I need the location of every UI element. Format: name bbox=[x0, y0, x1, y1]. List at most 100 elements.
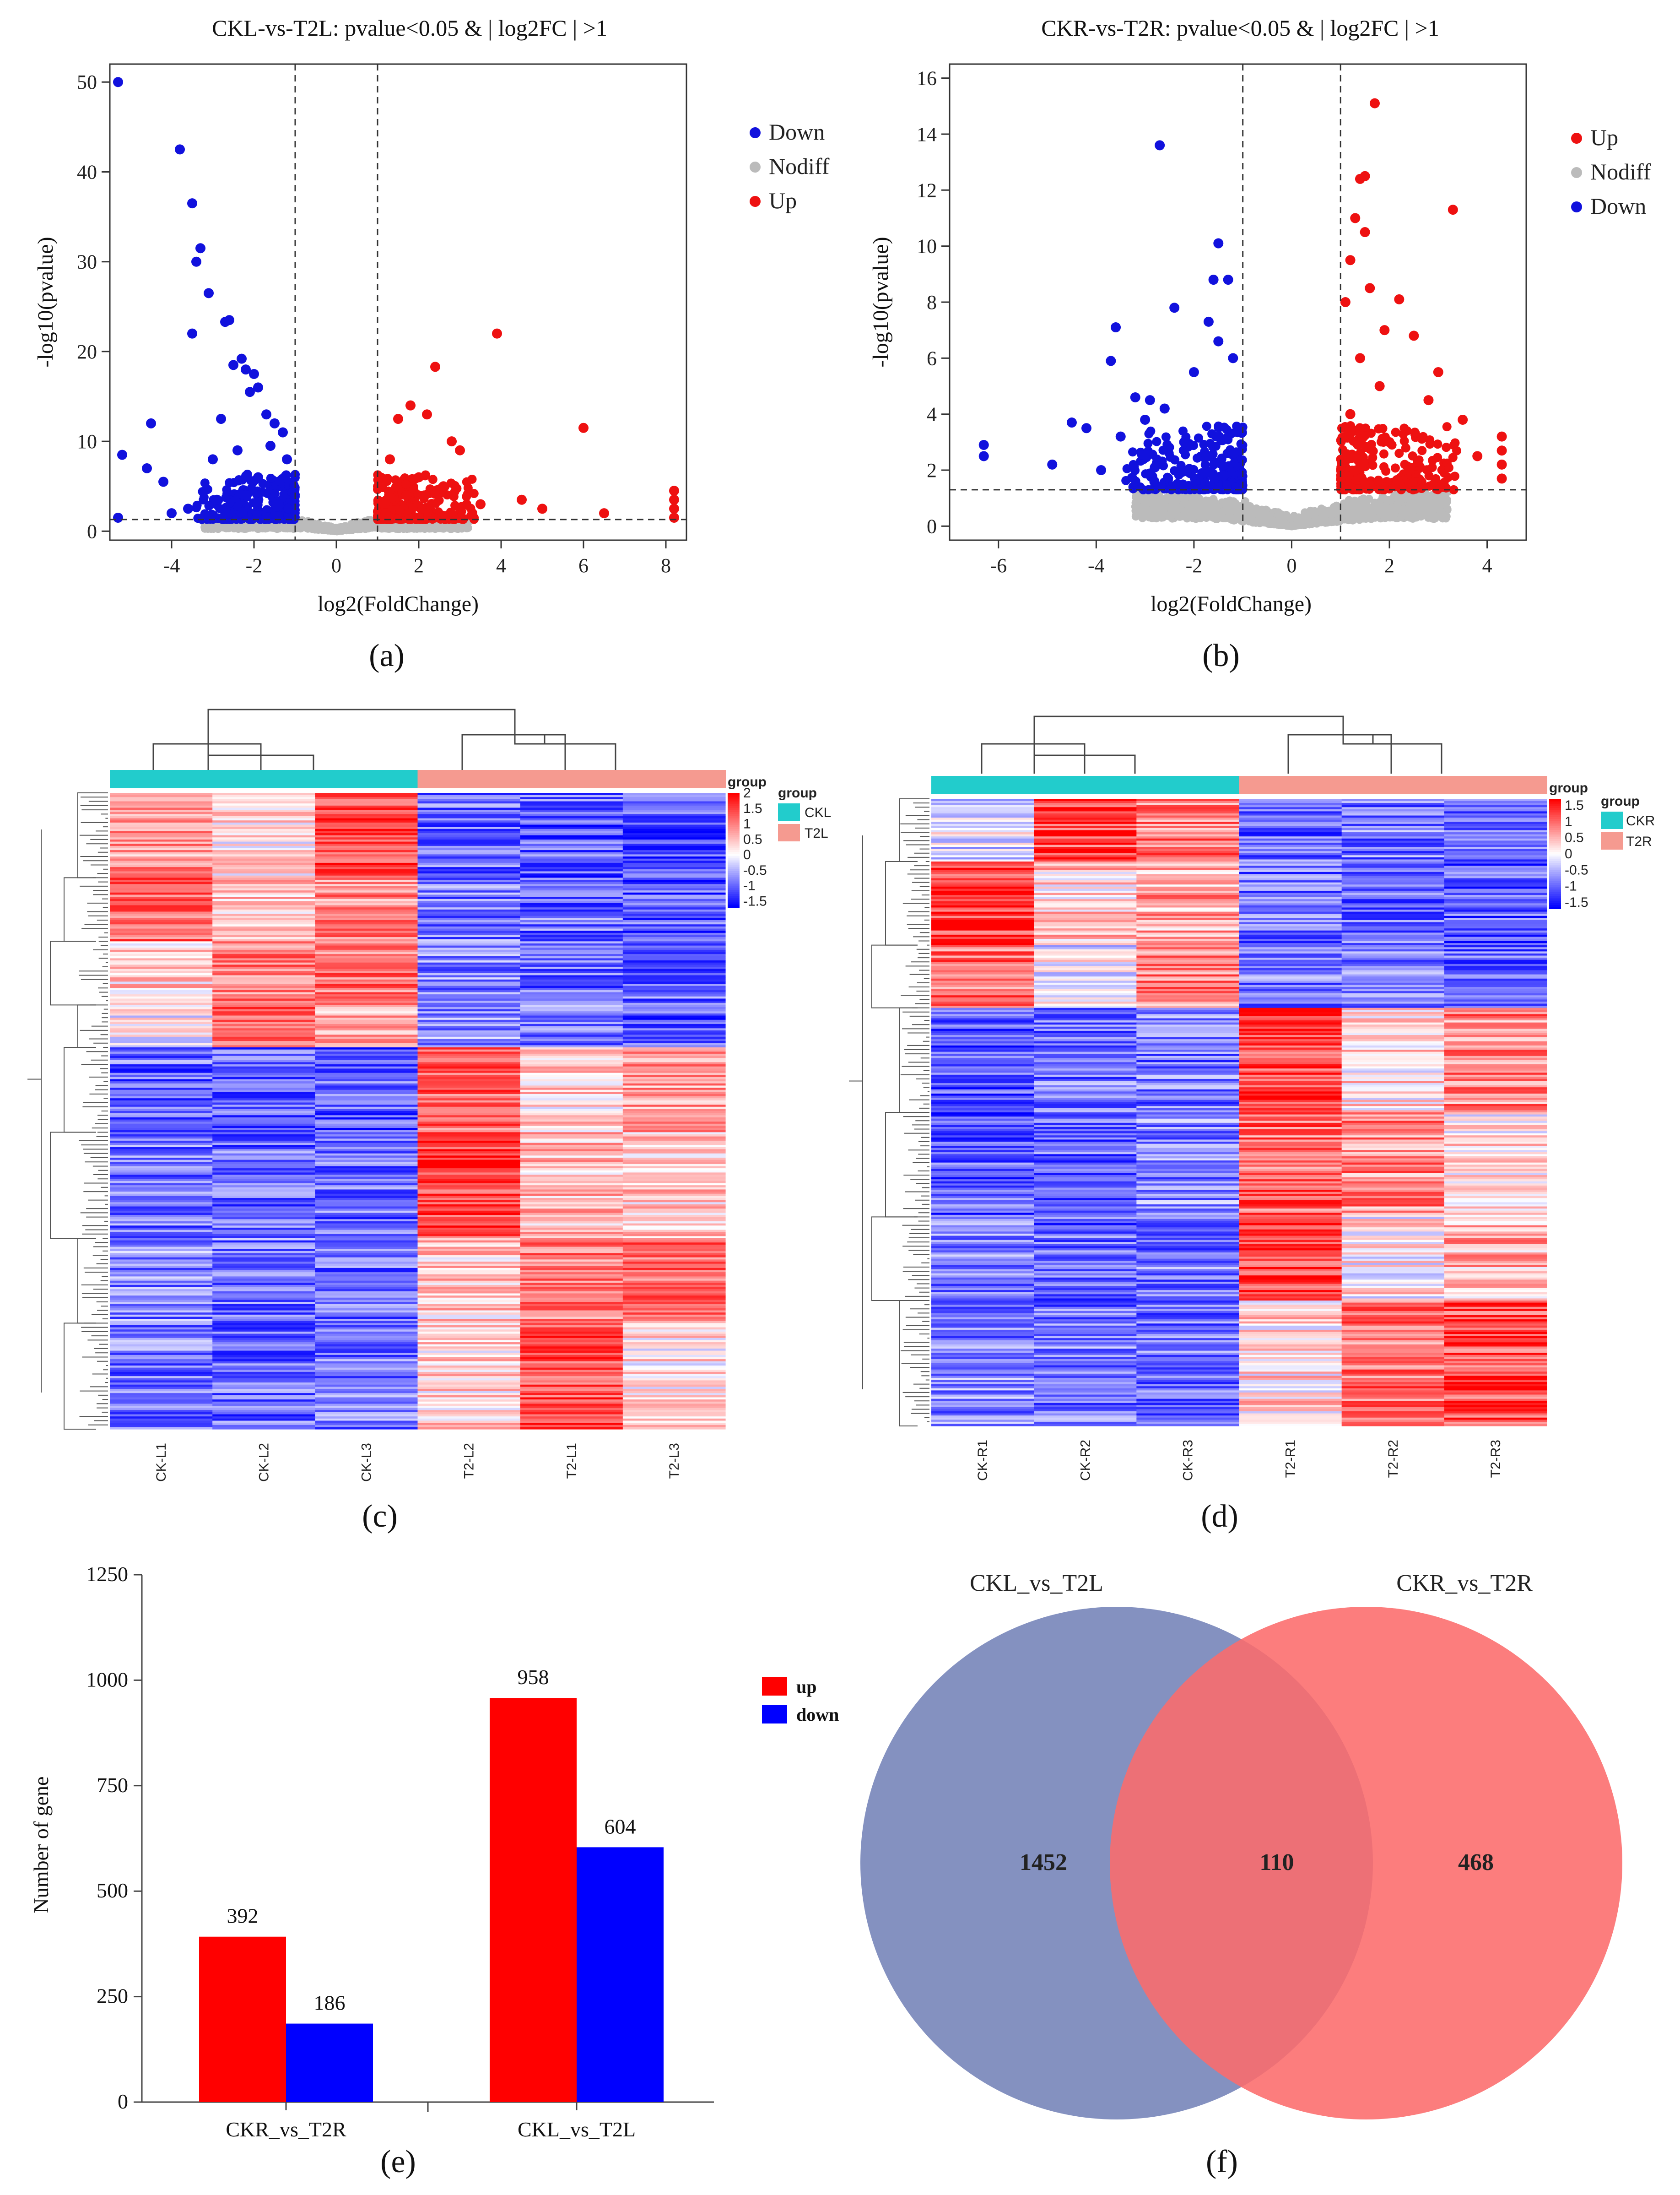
heat-cell bbox=[417, 1105, 521, 1107]
heat-cell bbox=[212, 805, 315, 808]
heat-cell bbox=[110, 931, 213, 933]
heat-cell bbox=[622, 1109, 726, 1111]
heat-cell bbox=[315, 797, 418, 800]
down-point bbox=[1237, 428, 1247, 438]
heat-cell bbox=[110, 926, 213, 929]
heat-cell bbox=[212, 975, 315, 978]
down-point bbox=[225, 498, 235, 508]
heat-cell bbox=[417, 1079, 521, 1082]
heat-cell bbox=[520, 831, 623, 834]
down-point bbox=[1202, 422, 1211, 431]
heat-cell bbox=[110, 977, 213, 980]
x-tick-label: -4 bbox=[1088, 554, 1105, 577]
up-point bbox=[1409, 477, 1418, 487]
up-point bbox=[1404, 465, 1414, 476]
x-tick-label: 2 bbox=[1384, 554, 1394, 577]
down-point bbox=[245, 387, 255, 397]
heat-cell bbox=[520, 1085, 623, 1088]
down-point bbox=[270, 489, 280, 499]
nodiff-point bbox=[1162, 495, 1171, 504]
heat-cell bbox=[520, 1102, 623, 1105]
heat-cell bbox=[622, 1073, 726, 1075]
heat-cell bbox=[520, 941, 623, 944]
heat-cell bbox=[417, 1075, 521, 1078]
heat-cell bbox=[520, 924, 623, 927]
legend-a: Down Nodiff Up bbox=[750, 119, 830, 213]
heat-cell bbox=[520, 854, 623, 857]
down-point bbox=[1170, 466, 1179, 476]
heat-cell bbox=[212, 1081, 315, 1084]
heat-cell bbox=[417, 1043, 521, 1046]
heat-cell bbox=[212, 844, 315, 846]
heat-cell bbox=[417, 931, 521, 933]
down-point bbox=[1222, 433, 1232, 443]
y-tick-label: 16 bbox=[917, 67, 937, 90]
heat-cell bbox=[417, 996, 521, 999]
down-point bbox=[1194, 433, 1203, 443]
down-point bbox=[232, 445, 243, 455]
heat-cell bbox=[622, 848, 726, 851]
heat-cell bbox=[622, 858, 726, 861]
heat-cell bbox=[315, 848, 418, 851]
heat-cell bbox=[212, 818, 315, 821]
heat-cell bbox=[417, 937, 521, 940]
heat-cell bbox=[622, 856, 726, 859]
down-point bbox=[1146, 426, 1156, 436]
heat-cell bbox=[315, 1039, 418, 1041]
heat-cell bbox=[520, 949, 623, 953]
heat-cell bbox=[110, 894, 213, 897]
heat-cell bbox=[110, 1032, 213, 1035]
heat-cell bbox=[520, 952, 623, 954]
heat-cell bbox=[212, 861, 315, 863]
heat-cell bbox=[622, 1039, 726, 1041]
heat-cell bbox=[212, 945, 315, 948]
heat-cell bbox=[315, 926, 418, 929]
heat-cell bbox=[417, 975, 521, 978]
heat-cell bbox=[110, 827, 213, 829]
heat-cell bbox=[315, 897, 418, 900]
up-point bbox=[456, 504, 465, 513]
heat-cell bbox=[622, 1077, 726, 1080]
heat-cell bbox=[622, 879, 726, 883]
heat-cell bbox=[622, 926, 726, 929]
heat-cell bbox=[622, 844, 726, 846]
up-point bbox=[1472, 451, 1483, 461]
heat-cell bbox=[622, 829, 726, 831]
up-point bbox=[1427, 463, 1437, 472]
heat-cell bbox=[212, 956, 315, 959]
heat-cell bbox=[315, 1058, 418, 1061]
heat-cell bbox=[622, 1011, 726, 1014]
heat-cell bbox=[622, 1075, 726, 1078]
heat-cell bbox=[417, 810, 521, 813]
heat-cell bbox=[520, 1119, 623, 1122]
heat-cell bbox=[315, 1043, 418, 1046]
heat-cell bbox=[622, 1115, 726, 1118]
heat-cell bbox=[417, 992, 521, 995]
heat-cell bbox=[417, 1024, 521, 1027]
heat-cell bbox=[520, 865, 623, 867]
heat-cell bbox=[520, 1109, 623, 1111]
heat-cell bbox=[110, 916, 213, 918]
heat-cell bbox=[315, 1035, 418, 1037]
heat-cell bbox=[622, 892, 726, 895]
heat-cell bbox=[315, 948, 418, 950]
heat-cell bbox=[520, 971, 623, 974]
heat-cell bbox=[520, 960, 623, 963]
heat-cell bbox=[520, 822, 623, 825]
heat-cell bbox=[315, 862, 418, 866]
heat-cell bbox=[315, 1111, 418, 1114]
heat-cell bbox=[110, 822, 213, 825]
heat-cell bbox=[417, 914, 521, 916]
heat-cell bbox=[315, 831, 418, 834]
heat-cell bbox=[622, 1060, 726, 1063]
up-point bbox=[1408, 451, 1417, 461]
heat-cell bbox=[417, 1122, 521, 1124]
heat-cell bbox=[520, 827, 623, 829]
heat-cell bbox=[417, 945, 521, 948]
heat-cell bbox=[622, 871, 726, 874]
heat-cell bbox=[417, 948, 521, 950]
heat-cell bbox=[212, 952, 315, 954]
heat-cell bbox=[417, 1007, 521, 1010]
heat-cell bbox=[417, 839, 521, 842]
